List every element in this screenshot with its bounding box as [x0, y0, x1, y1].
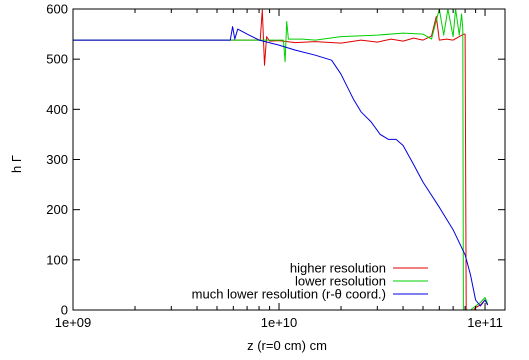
legend-label: lower resolution [295, 274, 386, 289]
y-tick-label: 500 [46, 52, 68, 67]
y-axis-label: h Γ [9, 155, 24, 173]
y-tick-label: 100 [46, 252, 68, 267]
x-tick-label: 1e+10 [261, 315, 298, 330]
series-line-2 [73, 9, 489, 310]
x-tick-label: 1e+09 [55, 315, 92, 330]
axes: 0 100 200 300 400 500 600 1e+09 1e+10 1e+11 [46, 2, 506, 330]
plot-area [73, 9, 489, 310]
x-axis-label: z (r=0 cm) cm [247, 338, 327, 353]
y-tick-label: 600 [46, 2, 68, 17]
series-line-1 [73, 9, 489, 310]
series-line-3 [73, 26, 489, 307]
y-tick-label: 400 [46, 102, 68, 117]
y-tick-label: 300 [46, 152, 68, 167]
legend-label: much lower resolution (r-θ coord.) [192, 287, 386, 302]
y-tick-label: 200 [46, 202, 68, 217]
y-tick-label: 0 [61, 303, 68, 318]
legend-label: higher resolution [290, 261, 386, 276]
x-tick-label: 1e+11 [467, 315, 503, 330]
